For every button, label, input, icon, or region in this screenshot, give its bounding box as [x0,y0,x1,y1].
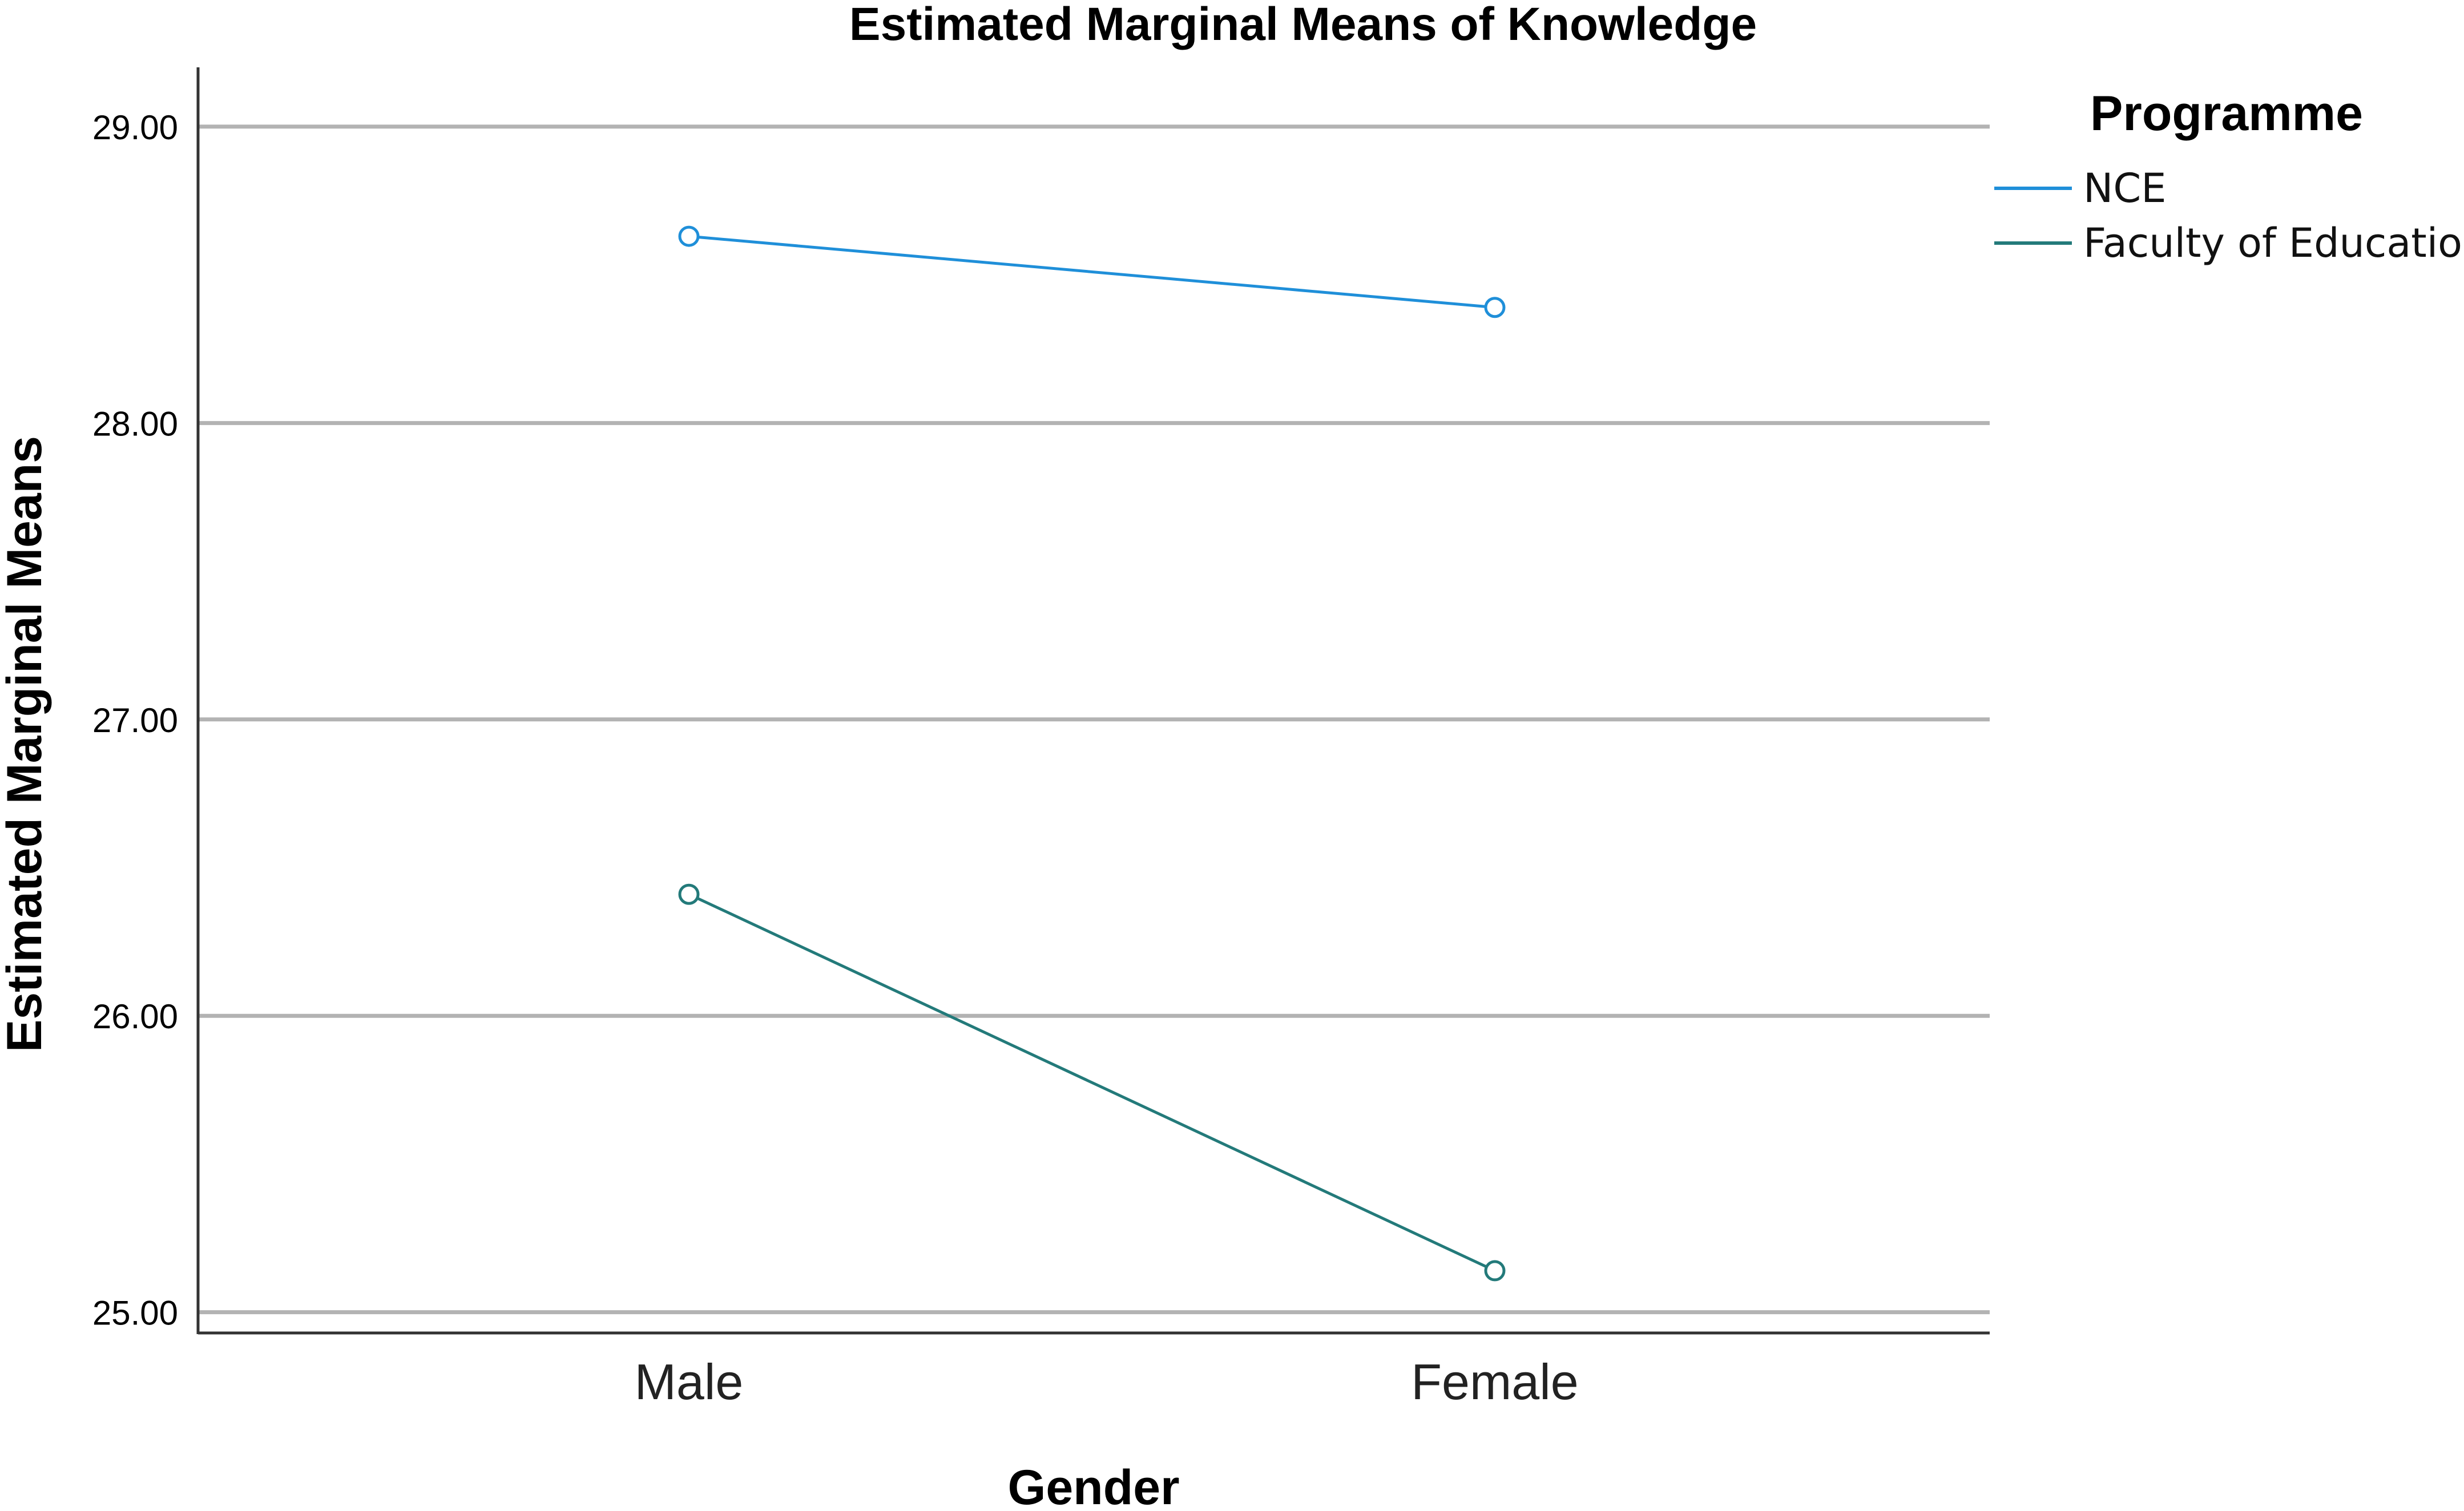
legend-label: Faculty of Education [2083,220,2464,266]
legend-items: NCE Faculty of Education [1994,165,2464,266]
legend-title: Programme [2090,86,2363,141]
y-tick-label: 26.00 [92,997,178,1036]
legend: Programme NCE Faculty of Education [1994,86,2464,266]
series-line [688,892,1496,1272]
legend-label: NCE [2083,165,2166,212]
series-layer [678,225,1506,1282]
data-point [1484,297,1506,318]
y-tick-label: 27.00 [92,701,178,740]
data-point [678,883,700,905]
y-tick-label: 29.00 [92,108,178,147]
x-tick-label: Female [1411,1354,1578,1410]
x-tick-labels: Male Female [635,1354,1579,1410]
y-axis-title: Estimated Marginal Means [0,436,52,1052]
y-tick-labels: 25.00 26.00 27.00 28.00 29.00 [92,108,178,1332]
gridlines [198,124,1990,1315]
x-axis-title: Gender [1007,1460,1179,1508]
series-line [688,235,1495,309]
y-tick-label: 25.00 [92,1294,178,1332]
data-point [678,225,700,247]
y-tick-label: 28.00 [92,405,178,443]
chart-title: Estimated Marginal Means of Knowledge [849,0,1757,50]
data-point [1484,1260,1506,1282]
x-tick-label: Male [635,1354,744,1410]
